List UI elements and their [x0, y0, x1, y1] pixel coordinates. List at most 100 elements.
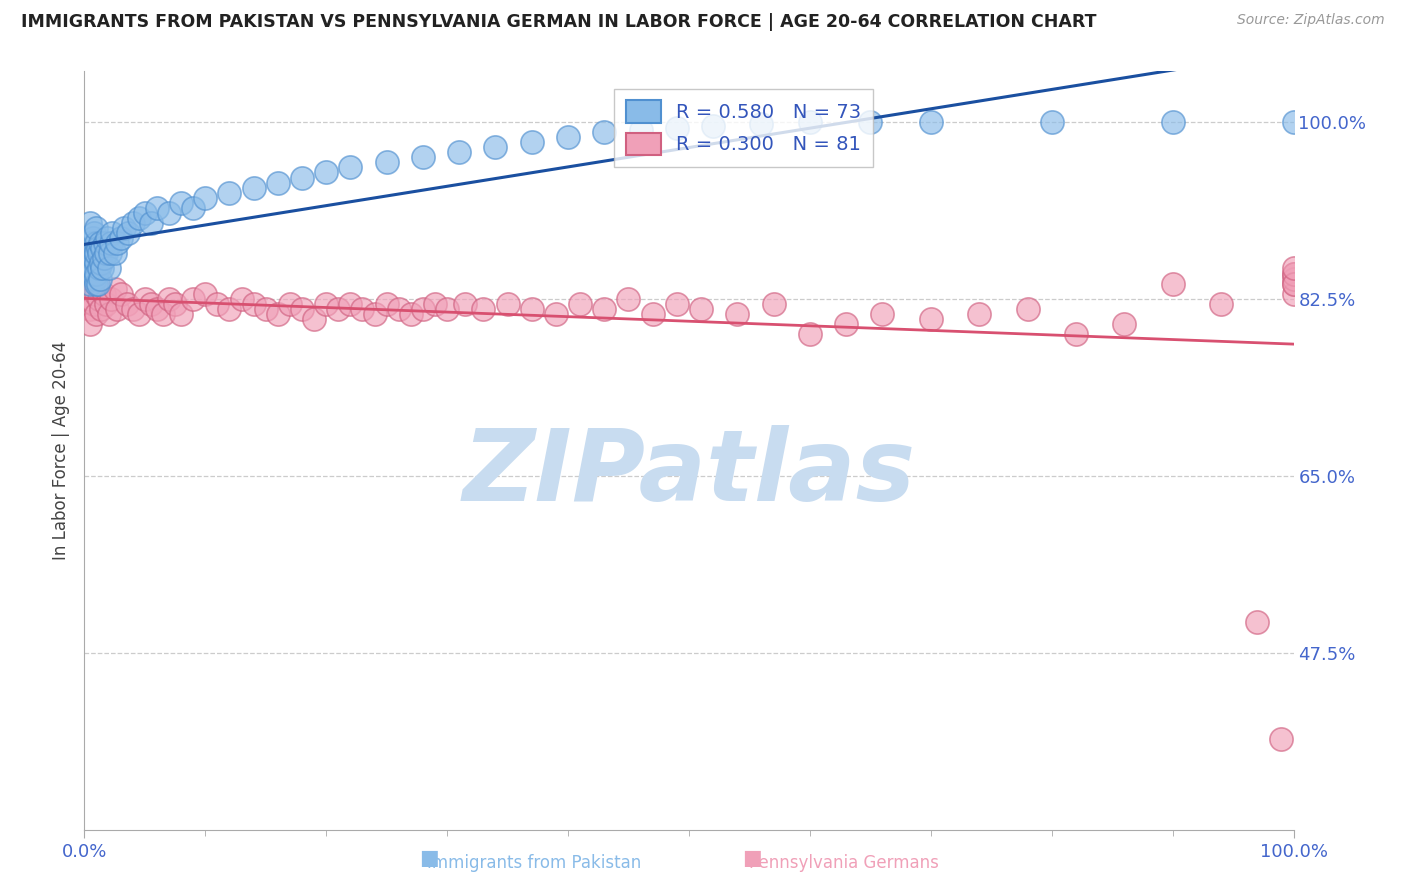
Point	[218, 186, 240, 200]
Point	[121, 301, 143, 316]
Point	[315, 297, 337, 311]
Point	[86, 221, 108, 235]
Point	[1114, 317, 1136, 331]
Point	[82, 231, 104, 245]
Point	[79, 282, 101, 296]
Point	[86, 256, 108, 270]
Point	[86, 267, 108, 281]
Point	[86, 277, 108, 291]
Point	[83, 226, 105, 240]
Point	[139, 216, 162, 230]
Point	[79, 216, 101, 230]
Point	[165, 297, 187, 311]
Point	[207, 297, 229, 311]
Point	[84, 246, 107, 260]
Point	[920, 115, 942, 129]
Point	[100, 236, 122, 251]
Text: Pennsylvania Germans: Pennsylvania Germans	[748, 855, 939, 872]
Point	[702, 119, 724, 133]
Point	[181, 201, 204, 215]
Point	[1161, 115, 1184, 129]
Point	[231, 292, 253, 306]
Point	[520, 301, 543, 316]
Point	[110, 286, 132, 301]
Point	[79, 301, 101, 316]
Point	[472, 301, 495, 316]
Point	[291, 170, 314, 185]
Point	[94, 297, 117, 311]
Point	[157, 292, 180, 306]
Point	[544, 307, 567, 321]
Point	[218, 301, 240, 316]
Point	[105, 301, 128, 316]
Text: ZIPatlas: ZIPatlas	[463, 425, 915, 522]
Point	[100, 292, 122, 306]
Point	[412, 150, 434, 164]
Point	[86, 236, 108, 251]
Point	[86, 277, 108, 291]
Point	[79, 292, 101, 306]
Point	[859, 115, 882, 129]
Point	[146, 201, 169, 215]
Point	[91, 241, 114, 255]
Point	[751, 117, 773, 131]
Point	[194, 191, 217, 205]
Point	[82, 261, 104, 276]
Point	[725, 307, 748, 321]
Text: Immigrants from Pakistan: Immigrants from Pakistan	[427, 855, 641, 872]
Point	[110, 231, 132, 245]
Point	[101, 226, 124, 240]
Point	[1282, 261, 1305, 276]
Text: ■: ■	[742, 848, 762, 868]
Point	[267, 176, 290, 190]
Point	[665, 297, 688, 311]
Point	[87, 246, 110, 260]
Point	[79, 256, 101, 270]
Point	[139, 297, 162, 311]
Point	[423, 297, 446, 311]
Point	[278, 297, 301, 311]
Point	[436, 301, 458, 316]
Point	[872, 307, 894, 321]
Text: Source: ZipAtlas.com: Source: ZipAtlas.com	[1237, 13, 1385, 28]
Point	[86, 307, 108, 321]
Point	[1282, 267, 1305, 281]
Point	[79, 246, 101, 260]
Point	[84, 271, 107, 285]
Point	[79, 236, 101, 251]
Point	[79, 317, 101, 331]
Point	[157, 206, 180, 220]
Point	[375, 297, 398, 311]
Point	[630, 123, 652, 137]
Point	[1282, 267, 1305, 281]
Point	[86, 286, 108, 301]
Point	[83, 252, 105, 266]
Point	[146, 301, 169, 316]
Point	[97, 307, 120, 321]
Point	[339, 297, 361, 311]
Point	[454, 297, 477, 311]
Point	[86, 277, 108, 291]
Point	[1282, 115, 1305, 129]
Point	[1282, 277, 1305, 291]
Point	[1064, 327, 1087, 342]
Point	[152, 307, 174, 321]
Point	[1270, 731, 1292, 746]
Point	[352, 301, 374, 316]
Point	[89, 236, 111, 251]
Point	[557, 130, 579, 145]
Point	[388, 301, 411, 316]
Point	[1246, 615, 1268, 630]
Point	[315, 165, 337, 179]
Y-axis label: In Labor Force | Age 20-64: In Labor Force | Age 20-64	[52, 341, 70, 560]
Point	[128, 211, 150, 225]
Point	[104, 282, 127, 296]
Point	[291, 301, 314, 316]
Point	[520, 135, 543, 149]
Point	[617, 292, 640, 306]
Point	[920, 312, 942, 326]
Text: IMMIGRANTS FROM PAKISTAN VS PENNSYLVANIA GERMAN IN LABOR FORCE | AGE 20-64 CORRE: IMMIGRANTS FROM PAKISTAN VS PENNSYLVANIA…	[21, 13, 1097, 31]
Point	[967, 307, 990, 321]
Point	[194, 286, 217, 301]
Point	[328, 301, 350, 316]
